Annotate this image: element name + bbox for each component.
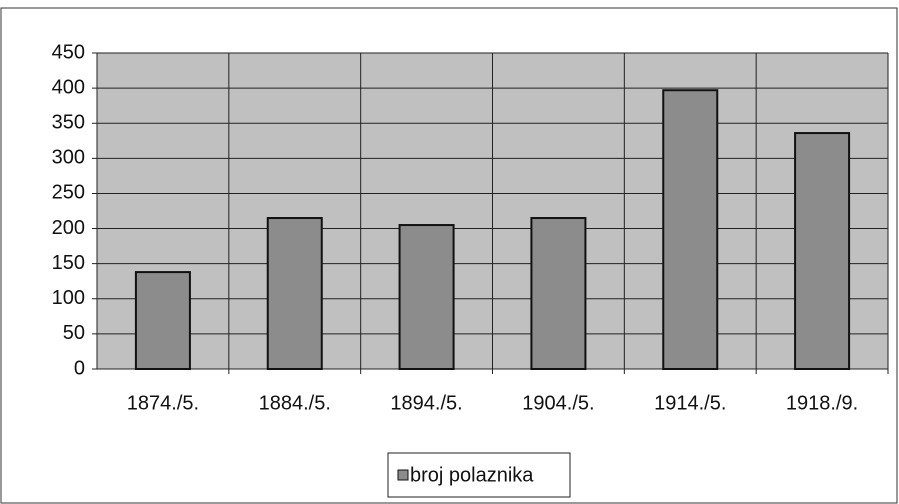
y-tick-label: 50	[63, 322, 85, 344]
bar	[794, 132, 851, 370]
bar	[134, 271, 191, 370]
legend-swatch	[397, 469, 409, 481]
x-tick-label: 1918./9.	[786, 392, 858, 414]
y-tick-label: 150	[52, 252, 85, 274]
legend-label: broj polaznika	[410, 464, 534, 486]
x-tick-label: 1874./5.	[127, 392, 199, 414]
legend-box	[387, 452, 571, 498]
x-tick-label: 1894./5.	[390, 392, 462, 414]
bar	[662, 89, 719, 371]
x-tick-label: 1914./5.	[654, 392, 726, 414]
y-tick-label: 100	[52, 287, 85, 309]
y-tick-label: 400	[52, 76, 85, 98]
x-tick-label: 1904./5.	[522, 392, 594, 414]
y-tick-label: 300	[52, 147, 85, 169]
bar	[398, 224, 455, 370]
y-tick-label: 450	[52, 41, 85, 63]
y-tick-label: 200	[52, 217, 85, 239]
bar	[530, 217, 587, 370]
x-tick-label: 1884./5.	[259, 392, 331, 414]
y-tick-label: 0	[74, 357, 85, 379]
y-tick-label: 350	[52, 112, 85, 134]
bar	[266, 217, 323, 370]
y-tick-label: 250	[52, 182, 85, 204]
